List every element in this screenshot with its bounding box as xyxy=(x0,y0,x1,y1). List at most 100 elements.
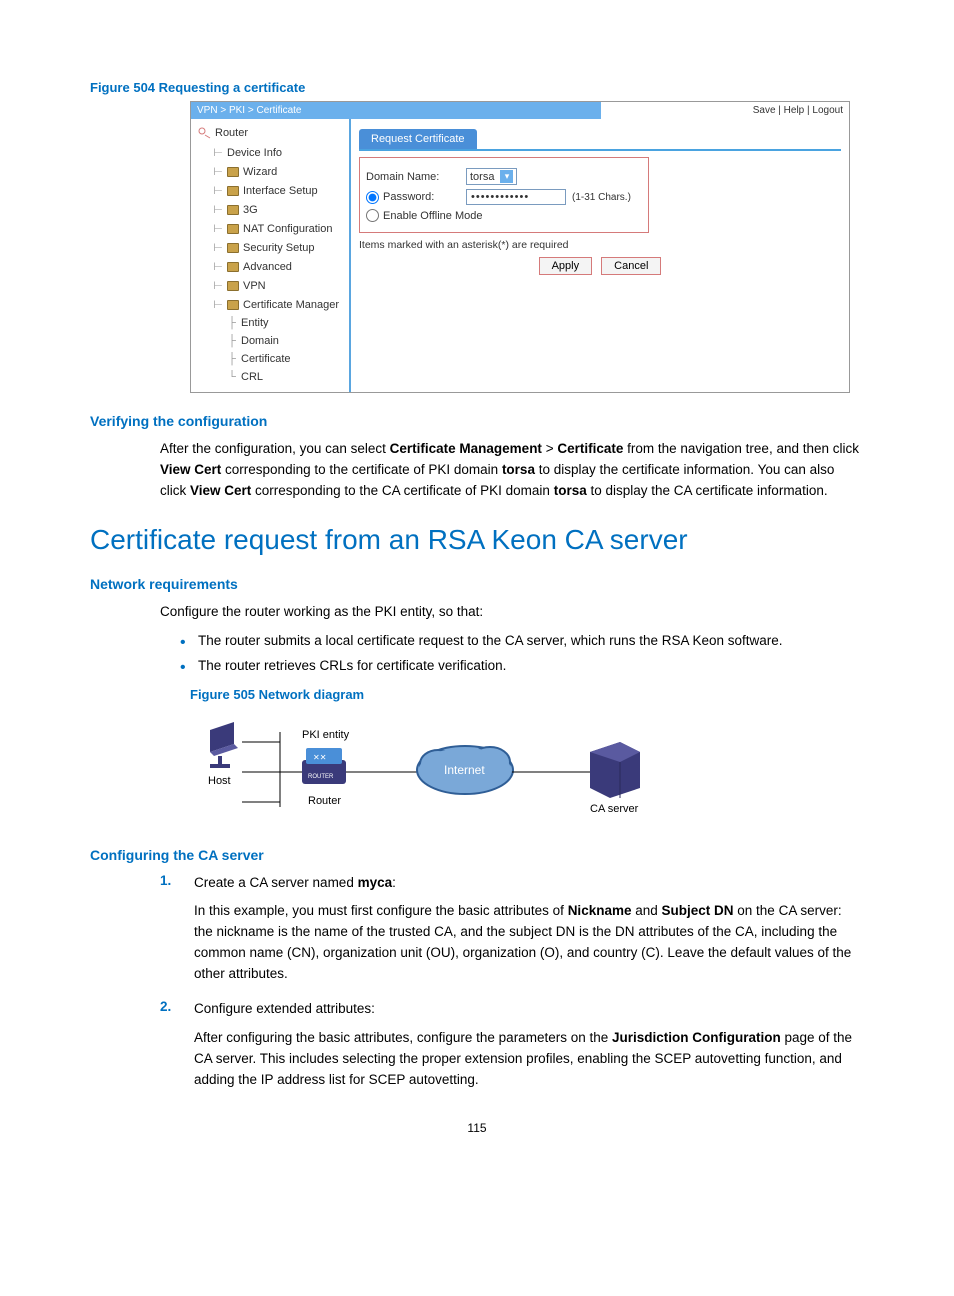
sidebar-item[interactable]: ⊢ Device Info xyxy=(197,143,345,162)
sidebar-item[interactable]: ⊢Advanced xyxy=(197,257,345,276)
sidebar-subitem-label: Entity xyxy=(241,317,269,329)
tree-line-icon: ⊢ xyxy=(213,222,223,235)
pki-entity-label: PKI entity xyxy=(302,729,350,741)
sidebar-subitem[interactable]: ├ Entity xyxy=(197,314,345,332)
sidebar-item[interactable]: ⊢ Interface Setup xyxy=(197,181,345,200)
folder-icon xyxy=(227,224,239,234)
folder-icon xyxy=(227,205,239,215)
request-form: Domain Name: torsa ▾ Password: •••••••••… xyxy=(359,157,649,233)
top-links: Save | Help | Logout xyxy=(747,102,849,119)
verifying-heading: Verifying the configuration xyxy=(90,413,864,429)
cancel-button[interactable]: Cancel xyxy=(601,257,661,275)
tree-line-icon: └ xyxy=(227,371,237,383)
host-label: Host xyxy=(208,775,231,787)
sidebar-item[interactable]: ⊢Security Setup xyxy=(197,238,345,257)
step-item: 2. Configure extended attributes: After co… xyxy=(160,999,864,1091)
password-field[interactable]: •••••••••••• xyxy=(466,189,566,205)
sidebar-subitem[interactable]: ├ Domain xyxy=(197,332,345,350)
host-icon xyxy=(210,722,238,768)
svg-text:ROUTER: ROUTER xyxy=(308,774,334,780)
chevron-down-icon: ▾ xyxy=(500,170,513,183)
sidebar: Router ⊢ Device Info ⊢ Wizard ⊢ Interface Set… xyxy=(191,119,351,392)
tree-line-icon: ⊢ xyxy=(213,146,223,159)
sidebar-item-label: Interface Setup xyxy=(243,185,318,197)
breadcrumb: VPN > PKI > Certificate xyxy=(191,102,601,119)
tree-line-icon: ⊢ xyxy=(213,241,223,254)
folder-icon xyxy=(227,243,239,253)
password-label: Password: xyxy=(383,191,434,203)
tree-line-icon: ⊢ xyxy=(213,203,223,216)
router-device-icon: ✕✕ ROUTER xyxy=(302,748,346,784)
offline-mode-label: Enable Offline Mode xyxy=(383,210,482,222)
list-item: The router retrieves CRLs for certificat… xyxy=(180,656,864,677)
offline-mode-radio[interactable] xyxy=(366,209,379,222)
sidebar-item[interactable]: ⊢ VPN xyxy=(197,276,345,295)
sidebar-subitem[interactable]: └ CRL xyxy=(197,368,345,386)
page-number: 115 xyxy=(90,1121,864,1135)
configuring-ca-heading: Configuring the CA server xyxy=(90,847,864,863)
tree-line-icon: ⊢ xyxy=(213,298,223,311)
ca-server-icon xyxy=(590,742,640,798)
content-pane: Request Certificate Domain Name: torsa ▾… xyxy=(351,119,849,392)
folder-icon xyxy=(227,186,239,196)
sidebar-item[interactable]: ⊢ Wizard xyxy=(197,162,345,181)
chars-hint: (1-31 Chars.) xyxy=(572,192,631,203)
network-diagram: Host ✕✕ ROUTER PKI entity Router Interne… xyxy=(190,712,864,827)
figure-505-title: Figure 505 Network diagram xyxy=(190,687,864,702)
tab-request-certificate[interactable]: Request Certificate xyxy=(359,129,477,149)
sidebar-subitem-label: CRL xyxy=(241,371,263,383)
required-note: Items marked with an asterisk(*) are req… xyxy=(359,239,841,251)
apply-button[interactable]: Apply xyxy=(539,257,593,275)
folder-icon xyxy=(227,281,239,291)
save-link[interactable]: Save xyxy=(753,105,776,116)
folder-icon xyxy=(227,167,239,177)
sidebar-item-label: VPN xyxy=(243,280,266,292)
sidebar-item-label: Device Info xyxy=(227,147,282,159)
figure-504-title: Figure 504 Requesting a certificate xyxy=(90,80,864,95)
tree-line-icon: ⊢ xyxy=(213,260,223,273)
logout-link[interactable]: Logout xyxy=(812,105,843,116)
network-requirements-list: The router submits a local certificate r… xyxy=(180,631,864,677)
router-label: Router xyxy=(308,795,341,807)
tree-line-icon: ⊢ xyxy=(213,184,223,197)
tree-line-icon: ├ xyxy=(227,317,237,329)
configuring-ca-steps: 1. Create a CA server named myca: In this … xyxy=(160,873,864,1091)
sidebar-item-label: 3G xyxy=(243,204,258,216)
sidebar-root[interactable]: Router xyxy=(197,127,345,139)
verifying-paragraph: After the configuration, you can select … xyxy=(160,439,864,502)
sidebar-item[interactable]: ⊢ NAT Configuration xyxy=(197,219,345,238)
sidebar-item-label: Wizard xyxy=(243,166,277,178)
tree-line-icon: ⊢ xyxy=(213,165,223,178)
step-lead: Create a CA server named myca: xyxy=(194,873,864,894)
tree-line-icon: ⊢ xyxy=(213,279,223,292)
domain-name-select[interactable]: torsa ▾ xyxy=(466,168,517,185)
sidebar-subitem-label: Certificate xyxy=(241,353,291,365)
step-sub: After configuring the basic attributes, … xyxy=(194,1028,864,1091)
screenshot-figure-504: VPN > PKI > Certificate Save | Help | Lo… xyxy=(190,101,850,393)
svg-text:✕✕: ✕✕ xyxy=(313,753,326,762)
main-heading: Certificate request from an RSA Keon CA … xyxy=(90,524,864,556)
domain-name-value: torsa xyxy=(470,171,494,183)
step-lead: Configure extended attributes: xyxy=(194,999,864,1020)
step-sub: In this example, you must first configur… xyxy=(194,901,864,985)
step-number: 1. xyxy=(160,873,171,888)
tree-line-icon: ├ xyxy=(227,335,237,347)
internet-label: Internet xyxy=(444,763,485,777)
sidebar-item-label: NAT Configuration xyxy=(243,223,332,235)
sidebar-item[interactable]: ⊢ Certificate Manager xyxy=(197,295,345,314)
domain-name-label: Domain Name: xyxy=(366,171,466,183)
folder-icon xyxy=(227,300,239,310)
sidebar-item[interactable]: ⊢ 3G xyxy=(197,200,345,219)
step-number: 2. xyxy=(160,999,171,1014)
sidebar-subitem[interactable]: ├ Certificate xyxy=(197,350,345,368)
network-requirements-lead: Configure the router working as the PKI … xyxy=(160,602,864,623)
step-item: 1. Create a CA server named myca: In this … xyxy=(160,873,864,986)
network-requirements-heading: Network requirements xyxy=(90,576,864,592)
help-link[interactable]: Help xyxy=(784,105,805,116)
password-radio[interactable] xyxy=(366,191,379,204)
sidebar-subitem-label: Domain xyxy=(241,335,279,347)
sidebar-item-label: Certificate Manager xyxy=(243,299,339,311)
list-item: The router submits a local certificate r… xyxy=(180,631,864,652)
folder-icon xyxy=(227,262,239,272)
tree-line-icon: ├ xyxy=(227,353,237,365)
